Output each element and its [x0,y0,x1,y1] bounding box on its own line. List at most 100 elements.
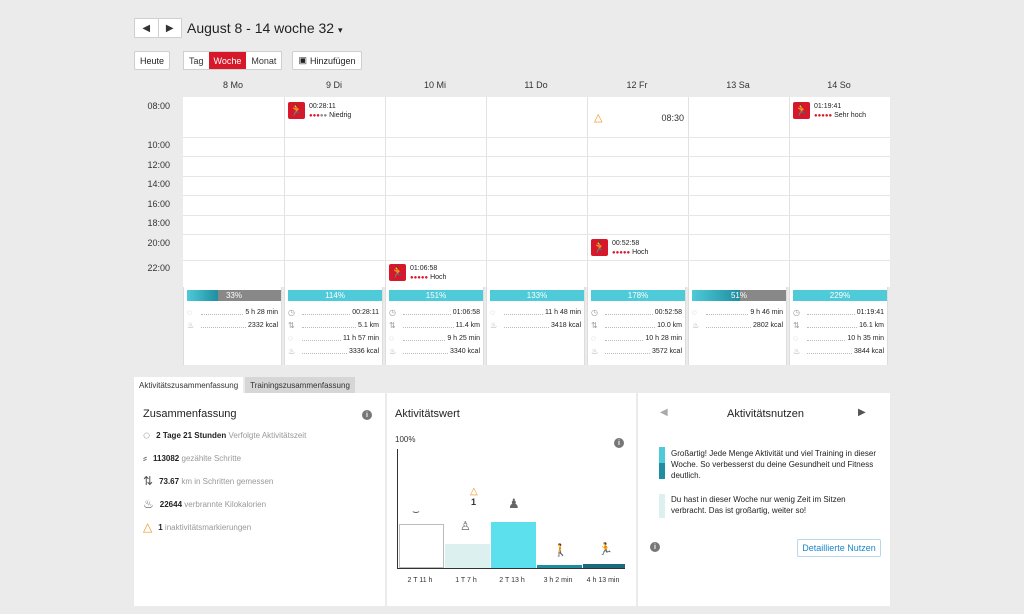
next-week-button[interactable]: ▶ [165,22,174,34]
summary-value: 9 h 25 min [447,334,480,342]
benefit-marker [659,447,665,463]
time-label: 22:00 [147,263,170,273]
daily-summary-mi[interactable]: 151% ◷ 01:06:58 ⇅ 11.4 km ◌ 9 h 25 min ♨ 334… [385,287,484,365]
add-button-label: Hinzufügen [309,55,356,66]
reclining-person-icon: ⌣ [412,504,420,518]
summary-value: 10 h 28 min [645,334,682,342]
benefit-marker [659,494,665,518]
chevron-down-icon[interactable]: ▾ [338,25,343,35]
benefit-message-sitting: Du hast in dieser Woche nur wenig Zeit i… [671,495,846,515]
activity-score-title: Aktivitätswert [395,408,460,420]
summary-value: 10 h 35 min [847,334,884,342]
activity-time-icon: ◌ [490,307,495,317]
x-label: 3 h 2 min [543,577,573,584]
info-icon[interactable]: i [614,438,624,448]
summary-row-inactivity: △ 1 inaktivitätsmarkierungen [143,520,252,534]
activity-chart: ⌣ ♙ △ 1 ♟ 🚶 🏃 [397,449,625,569]
activity-goal-bar: 133% [490,290,584,301]
day-header-fr: 12 Fr [626,80,648,90]
activity-duration: 01:19:41 [814,103,842,110]
view-week-button[interactable]: Woche [208,52,247,69]
activity-goal-bar: 151% [389,290,483,301]
info-icon[interactable]: i [650,542,660,552]
x-label: 2 T 11 h [407,577,433,584]
view-day-button[interactable]: Tag [189,55,204,66]
time-label: 16:00 [147,199,170,209]
activity-intensity: Sehr hoch [834,112,866,119]
activity-time-icon: ◌ [692,307,697,317]
summary-value: 16.1 km [859,321,884,329]
activity-duration: 01:06:58 [410,265,438,272]
stopwatch-icon: ◷ [389,307,396,317]
view-month-button[interactable]: Monat [251,55,277,66]
detailed-benefits-button[interactable]: Detaillierte Nutzen [797,539,881,557]
info-icon[interactable]: i [362,410,372,420]
chevron-right-icon[interactable]: ▶ [858,407,866,418]
calories-icon: ♨ [591,346,599,356]
alert-time: 08:30 [661,112,684,123]
summary-value: 00:52:58 [654,308,682,316]
day-header-so: 14 So [827,80,851,90]
week-navigation: ◀ ▶ [134,18,182,38]
summary-value: 11.4 km [455,321,480,329]
calories-icon: ♨ [490,320,498,330]
activity-time-icon: ◌ [187,307,192,317]
summary-value: 01:06:58 [452,308,480,316]
footsteps-icon: ⸗ [143,451,147,465]
warning-triangle-icon: △ [143,520,153,534]
summary-title: Zusammenfassung [143,408,237,420]
time-label: 14:00 [147,179,170,189]
summary-value: 3572 kcal [652,347,682,355]
daily-summary-sa[interactable]: 51% ◌ 9 h 46 min ♨ 2802 kcal [688,287,787,365]
view-switcher: Tag Woche Monat [183,51,283,70]
calories-icon: ♨ [288,346,296,356]
alert-count: 1 [471,497,477,507]
calendar-add-icon: ▣ [298,55,307,65]
summary-value: 01:19:41 [856,308,884,316]
previous-week-button[interactable]: ◀ [135,19,159,37]
summary-row-calories: ♨ 22644 verbrannte Kilokalorien [143,497,267,511]
summary-value: 3418 kcal [551,321,581,329]
activity-benefit-title: Aktivitätsnutzen [727,408,805,420]
x-label: 2 T 13 h [499,577,525,584]
today-button[interactable]: Heute [134,51,170,70]
calories-icon: ♨ [389,346,397,356]
running-icon: 🏃 [793,102,810,119]
calendar-grid[interactable]: 🏃 00:28:11 ●●●●● Niedrig 🏃 01:06:58 ●●●●● … [183,97,890,287]
add-button[interactable]: ▣ Hinzufügen [292,51,362,70]
activity-intensity: Hoch [430,274,447,281]
chart-bar-sitting [445,544,490,568]
daily-summary-di[interactable]: 114% ◷ 00:28:11 ⇅ 5.1 km ◌ 11 h 57 min ♨ 333… [284,287,383,365]
week-title-text: August 8 - 14 woche 32 [187,20,335,36]
activity-entry-di[interactable]: 🏃 00:28:11 ●●●●● Niedrig [288,102,351,121]
running-icon: 🏃 [591,239,608,256]
distance-icon: ⇅ [288,320,295,330]
distance-icon: ⇅ [389,320,396,330]
activity-entry-so[interactable]: 🏃 01:19:41 ●●●●● Sehr hoch [793,102,866,121]
daily-summary-so[interactable]: 229% ◷ 01:19:41 ⇅ 16.1 km ◌ 10 h 35 min ♨ 38… [789,287,888,365]
activity-intensity: Niedrig [329,112,352,119]
summary-row-steps: ⸗ 113082 gezählte Schritte [143,451,242,465]
inactivity-alert-fr[interactable]: △ 08:30 [594,111,684,124]
summary-value: 2802 kcal [753,321,783,329]
tab-training-summary[interactable]: Trainingszusammenfassung [245,377,355,394]
day-header-do: 11 Do [524,80,548,90]
benefit-message-training: Großartig! Jede Menge Aktivität und viel… [671,449,876,480]
day-header-mi: 10 Mi [423,80,446,90]
chart-y-label: 100% [395,435,416,444]
daily-summary-do[interactable]: 133% ◌ 11 h 48 min ♨ 3418 kcal [486,287,585,365]
activity-entry-fr[interactable]: 🏃 00:52:58 ●●●●● Hoch [591,239,648,258]
stopwatch-icon: ◷ [793,307,800,317]
activity-entry-mi[interactable]: 🏃 01:06:58 ●●●●● Hoch [389,264,446,283]
activity-time-icon: ◌ [288,333,293,343]
chevron-left-icon[interactable]: ◀ [660,407,668,418]
tab-activity-summary[interactable]: Aktivitätszusammenfassung [134,377,244,394]
activity-time-icon: ◌ [793,333,798,343]
summary-value: 10.0 km [657,321,682,329]
summary-tabs: Aktivitätszusammenfassung Trainingszusam… [134,377,357,394]
summary-row-activity-time: ◌ 2 Tage 21 Stunden Verfolgte Aktivitätsz… [143,428,307,442]
daily-summary-fr[interactable]: 178% ◷ 00:52:58 ⇅ 10.0 km ◌ 10 h 28 min ♨ 35… [587,287,686,365]
week-title[interactable]: August 8 - 14 woche 32 ▾ [187,20,343,36]
time-label: 20:00 [147,238,170,248]
daily-summary-mo[interactable]: 33% ◌ 5 h 28 min ♨ 2332 kcal [183,287,282,365]
